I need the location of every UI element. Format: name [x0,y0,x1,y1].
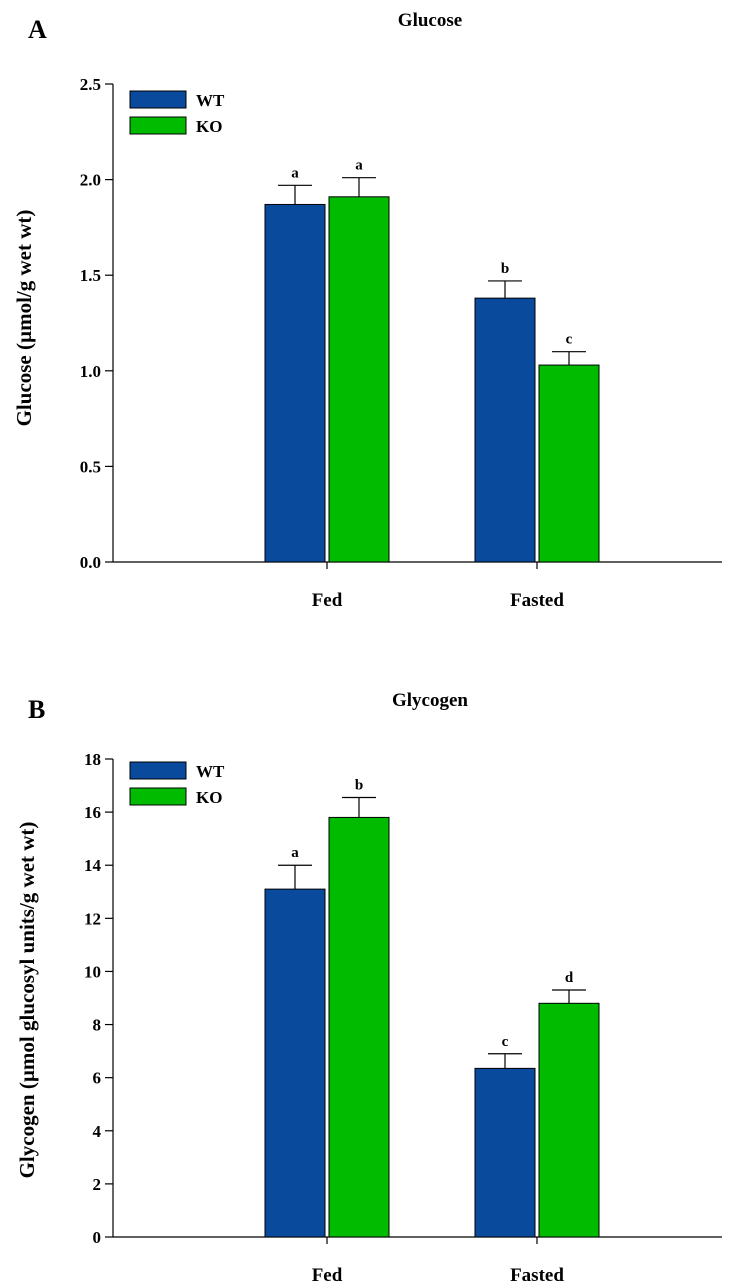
y-tick-label: 2.0 [80,171,101,190]
y-axis-label: Glycogen (µmol glucosyl units/g wet wt) [15,822,39,1179]
y-tick-label: 10 [84,962,101,981]
legend-label: KO [196,117,222,136]
y-tick-label: 0 [93,1228,102,1247]
plot-area: 0 2 4 6 8 10 12 14 16 18 Fed Fasted a c b d WT KO [84,750,722,1285]
significance-label: a [291,845,299,861]
y-tick-label: 2 [93,1175,102,1194]
legend-label: WT [196,91,225,110]
y-tick-label: 4 [93,1122,102,1141]
significance-label: a [355,158,363,174]
plot-area: 0.0 0.5 1.0 1.5 2.0 2.5 Fed Fasted a b a c WT KO [80,75,722,611]
y-tick-label: 8 [93,1016,102,1035]
y-tick-label: 14 [84,856,102,875]
y-tick-label: 16 [84,803,101,822]
significance-label: c [566,332,573,348]
y-tick-label: 2.5 [80,75,101,94]
significance-label: b [501,261,509,277]
legend-swatch-ko [129,787,187,806]
bar-ko-fasted [538,364,600,563]
bar-wt-fasted [474,297,536,563]
significance-label: b [355,778,363,794]
legend-swatch-wt [129,761,187,780]
significance-label: d [565,970,574,986]
panel-letter: A [28,15,47,44]
x-tick-label: Fed [312,590,343,611]
glucose-chart-panel: A Glucose Glucose (µmol/g wet wt) 0.0 0.5… [12,10,722,611]
significance-label: a [291,165,299,181]
legend-swatch-wt [129,90,187,109]
x-tick-label: Fasted [510,1265,564,1285]
y-tick-label: 6 [93,1069,102,1088]
bar-ko-fed [328,196,390,563]
y-tick-label: 0.0 [80,553,101,572]
bar-wt-fed [264,888,326,1238]
y-tick-label: 1.0 [80,362,101,381]
bar-ko-fed [328,816,390,1238]
bar-wt-fasted [474,1067,536,1238]
y-tick-label: 12 [84,909,101,928]
chart-title: Glucose [398,10,462,31]
chart-title: Glycogen [392,690,468,711]
legend-swatch-ko [129,116,187,135]
bar-wt-fed [264,203,326,563]
x-tick-label: Fed [312,1265,343,1285]
y-tick-label: 0.5 [80,457,101,476]
legend-label: WT [196,762,225,781]
panel-letter: B [28,695,45,724]
x-tick-label: Fasted [510,590,564,611]
y-axis-label: Glucose (µmol/g wet wt) [12,210,36,427]
legend-label: KO [196,788,222,807]
y-tick-label: 18 [84,750,101,769]
glycogen-chart-panel: B Glycogen Glycogen (µmol glucosyl units… [15,690,722,1285]
bar-ko-fasted [538,1002,600,1238]
significance-label: c [502,1034,509,1050]
y-tick-label: 1.5 [80,266,101,285]
